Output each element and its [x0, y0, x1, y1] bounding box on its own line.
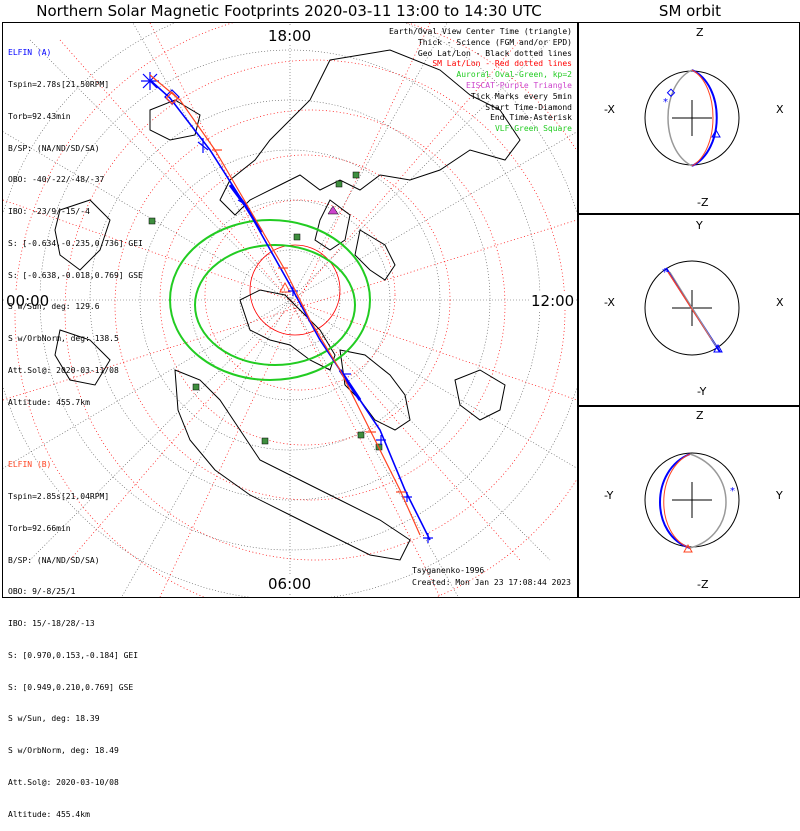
created-timestamp: Created: Mon Jan 23 17:08:44 2023 — [412, 578, 571, 587]
elfin-a-line: S w/OrbNorm, deg: 138.5 — [8, 334, 119, 344]
orbit-xz-right: X — [776, 103, 784, 116]
orbit-yz-top: Z — [696, 409, 704, 422]
elfin-b-line: S w/Sun, deg: 18.39 — [8, 714, 100, 724]
elfin-a-line: S: [-0.634,-0.235,0.736] GEI — [8, 238, 143, 248]
svg-text:*: * — [662, 266, 668, 279]
sm-orbit-title: SM orbit — [658, 2, 722, 20]
legend-item: SM Lat/Lon - Red dotted lines — [432, 59, 572, 69]
elfin-a-line: Att.Sol@: 2020-03-11/08 — [8, 366, 119, 375]
eiscat-triangle — [327, 205, 339, 215]
orbit-yz-right: Y — [776, 489, 783, 502]
elfin-a-line: S w/Sun, deg: 129.6 — [8, 302, 100, 312]
orbit-plot-xy: * — [644, 260, 740, 356]
svg-text:*: * — [663, 97, 668, 108]
legend-item: Tick Marks every 5min — [470, 91, 572, 101]
auroral-oval — [169, 219, 371, 381]
orbit-xz-top: Z — [696, 26, 704, 39]
orbit-xy-top: Y — [696, 219, 703, 232]
elfin-a-line: Altitude: 455.7km — [8, 397, 90, 407]
legend-item: Auroral Oval-Green, kp=2 — [456, 70, 572, 80]
elfin-b-line: Att.Sol@: 2020-03-10/08 — [8, 778, 119, 787]
elfin-a-line: Tspin=2.78s[21.50RPM] — [8, 79, 110, 89]
elfin-b-line: S: [0.970,0.153,-0.184] GEI — [8, 650, 139, 660]
elfin-b-line: B/SP: (NA/ND/SD/SA) — [8, 555, 100, 565]
main-title: Northern Solar Magnetic Footprints 2020-… — [36, 2, 542, 20]
model-credit: Tsyganenko-1996 — [412, 566, 485, 575]
mlt-label-left: 00:00 — [6, 292, 50, 310]
orbit-xy-right: X — [776, 296, 784, 309]
orbit-xz-bottom: -Z — [697, 196, 709, 209]
elfin-b-line: Altitude: 455.4km — [8, 809, 90, 819]
legend-item: VLF-Green Square — [494, 124, 572, 134]
orbit-xz-left: -X — [604, 103, 615, 116]
orbit-yz-left: -Y — [604, 489, 614, 502]
map-legend: Earth/Oval View Center Time (triangle) T… — [389, 27, 572, 135]
legend-item: Start Time-Diamond — [485, 102, 572, 112]
elfin-a-line: B/SP: (NA/ND/SD/SA) — [8, 143, 100, 153]
elfin-a-line: S: [-0.638,-0.018,0.769] GSE — [8, 270, 143, 280]
elfin-a-line: OBO: -40/-22/-48/-37 — [8, 175, 105, 185]
orbit-xy-bottom: -Y — [697, 385, 707, 398]
orbit-plot-yz: * — [644, 452, 740, 553]
mlt-label-bottom: 06:00 — [268, 575, 312, 593]
elfin-b-line: S: [0.949,0.210,0.769] GSE — [8, 682, 134, 692]
view-center-triangle — [279, 281, 291, 293]
svg-text:*: * — [730, 486, 735, 497]
mlt-label-top: 18:00 — [268, 27, 312, 45]
elfin-b-line: Tspin=2.85s[21.04RPM] — [8, 491, 110, 501]
footprint-map-panel — [2, 22, 578, 598]
legend-item: Geo Lat/Lon - Black dotted lines — [417, 48, 572, 58]
sm-orbit-plots: * * * — [644, 69, 740, 553]
mlt-label-right: 12:00 — [531, 292, 575, 310]
elfin-b-line: S w/OrbNorm, deg: 18.49 — [8, 746, 119, 756]
coastlines — [54, 49, 521, 561]
legend-item: Thick - Science (FGM and/or EPD) — [417, 37, 572, 47]
elfin-b-track — [149, 74, 421, 536]
elfin-b-line: Torb=92.66min — [8, 523, 71, 533]
orbit-xy-left: -X — [604, 296, 615, 309]
elfin-a-info: ELFIN (A) Tspin=2.78s[21.50RPM] Torb=92.… — [8, 27, 143, 419]
legend-item: End Time-Asterisk — [490, 113, 572, 123]
orbit-plot-xz: * — [644, 69, 740, 167]
legend-item: EISCAT-Purple Triangle — [466, 80, 572, 90]
elfin-a-line: IBO: -23/9/-15/-4 — [8, 207, 90, 217]
elfin-b-title: ELFIN (B) — [8, 460, 52, 470]
elfin-a-line: Torb=92.43min — [8, 111, 71, 121]
elfin-a-title: ELFIN (A) — [8, 48, 52, 58]
legend-item: Earth/Oval View Center Time (triangle) — [388, 27, 572, 36]
elfin-b-line: IBO: 15/-18/28/-13 — [8, 619, 95, 629]
orbit-yz-bottom: -Z — [697, 578, 709, 591]
elfin-b-line: OBO: 9/-8/25/1 — [8, 587, 76, 597]
